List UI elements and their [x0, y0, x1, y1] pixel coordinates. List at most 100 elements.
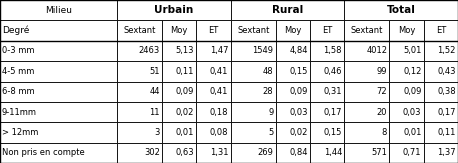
Text: 3: 3 [154, 128, 160, 137]
Text: 99: 99 [376, 67, 387, 76]
Bar [231, 122, 276, 143]
Text: 269: 269 [257, 148, 273, 157]
Bar [196, 82, 231, 102]
Text: 72: 72 [376, 87, 387, 96]
Bar [117, 122, 162, 143]
Bar [344, 102, 389, 122]
Text: 571: 571 [371, 148, 387, 157]
Bar [196, 20, 231, 41]
Text: > 12mm: > 12mm [2, 128, 38, 137]
Bar [344, 20, 389, 41]
Text: 0,09: 0,09 [403, 87, 421, 96]
Bar [424, 122, 458, 143]
Bar [276, 143, 310, 163]
Text: 48: 48 [263, 67, 273, 76]
Text: Sextant: Sextant [351, 26, 383, 35]
Bar [0, 61, 117, 82]
Bar [117, 0, 231, 20]
Bar [344, 0, 458, 20]
Bar [344, 143, 389, 163]
Bar [162, 61, 196, 82]
Text: 8: 8 [382, 128, 387, 137]
Text: 5: 5 [268, 128, 273, 137]
Text: 0,09: 0,09 [289, 87, 308, 96]
Text: 28: 28 [263, 87, 273, 96]
Text: 0,02: 0,02 [176, 108, 194, 117]
Text: 0,01: 0,01 [176, 128, 194, 137]
Bar [310, 143, 344, 163]
Text: Moy: Moy [170, 26, 188, 35]
Bar [162, 41, 196, 61]
Bar [162, 82, 196, 102]
Bar [117, 61, 162, 82]
Bar [424, 82, 458, 102]
Bar [389, 122, 424, 143]
Text: Moy: Moy [398, 26, 415, 35]
Text: ET: ET [208, 26, 218, 35]
Text: Milieu: Milieu [45, 6, 72, 15]
Bar [0, 122, 117, 143]
Text: 6-8 mm: 6-8 mm [2, 87, 34, 96]
Bar [196, 122, 231, 143]
Bar [344, 41, 389, 61]
Bar [196, 143, 231, 163]
Bar [231, 143, 276, 163]
Bar [276, 61, 310, 82]
Bar [310, 82, 344, 102]
Bar [162, 143, 196, 163]
Bar [389, 143, 424, 163]
Bar [424, 41, 458, 61]
Text: 0,08: 0,08 [210, 128, 229, 137]
Text: 0,09: 0,09 [176, 87, 194, 96]
Bar [231, 41, 276, 61]
Text: 44: 44 [149, 87, 160, 96]
Bar [0, 41, 117, 61]
Text: 1,58: 1,58 [323, 46, 342, 55]
Text: 20: 20 [376, 108, 387, 117]
Text: 0-3 mm: 0-3 mm [2, 46, 34, 55]
Text: 1549: 1549 [252, 46, 273, 55]
Text: 1,52: 1,52 [437, 46, 456, 55]
Bar [0, 82, 117, 102]
Bar [310, 61, 344, 82]
Text: Sextant: Sextant [237, 26, 269, 35]
Text: 0,15: 0,15 [289, 67, 308, 76]
Text: Sextant: Sextant [123, 26, 156, 35]
Bar [276, 20, 310, 41]
Bar [389, 41, 424, 61]
Text: Non pris en compte: Non pris en compte [2, 148, 85, 157]
Text: 0,03: 0,03 [403, 108, 421, 117]
Text: 4012: 4012 [366, 46, 387, 55]
Bar [117, 82, 162, 102]
Bar [310, 122, 344, 143]
Text: 5,13: 5,13 [175, 46, 194, 55]
Text: 0,02: 0,02 [289, 128, 308, 137]
Text: 0,63: 0,63 [175, 148, 194, 157]
Text: Total: Total [387, 5, 415, 15]
Text: 0,11: 0,11 [437, 128, 456, 137]
Bar [310, 102, 344, 122]
Bar [117, 102, 162, 122]
Text: 1,47: 1,47 [210, 46, 229, 55]
Bar [344, 82, 389, 102]
Text: 0,43: 0,43 [437, 67, 456, 76]
Text: 1,44: 1,44 [324, 148, 342, 157]
Bar [424, 102, 458, 122]
Text: Moy: Moy [284, 26, 302, 35]
Text: 0,11: 0,11 [176, 67, 194, 76]
Text: 0,15: 0,15 [324, 128, 342, 137]
Bar [231, 20, 276, 41]
Bar [0, 143, 117, 163]
Bar [162, 102, 196, 122]
Bar [310, 41, 344, 61]
Text: 4,84: 4,84 [289, 46, 308, 55]
Text: 0,03: 0,03 [289, 108, 308, 117]
Text: 1,31: 1,31 [210, 148, 229, 157]
Bar [389, 20, 424, 41]
Text: Urbain: Urbain [154, 5, 193, 15]
Text: 5,01: 5,01 [403, 46, 421, 55]
Text: 0,84: 0,84 [289, 148, 308, 157]
Bar [344, 61, 389, 82]
Text: 9: 9 [268, 108, 273, 117]
Text: 0,12: 0,12 [403, 67, 421, 76]
